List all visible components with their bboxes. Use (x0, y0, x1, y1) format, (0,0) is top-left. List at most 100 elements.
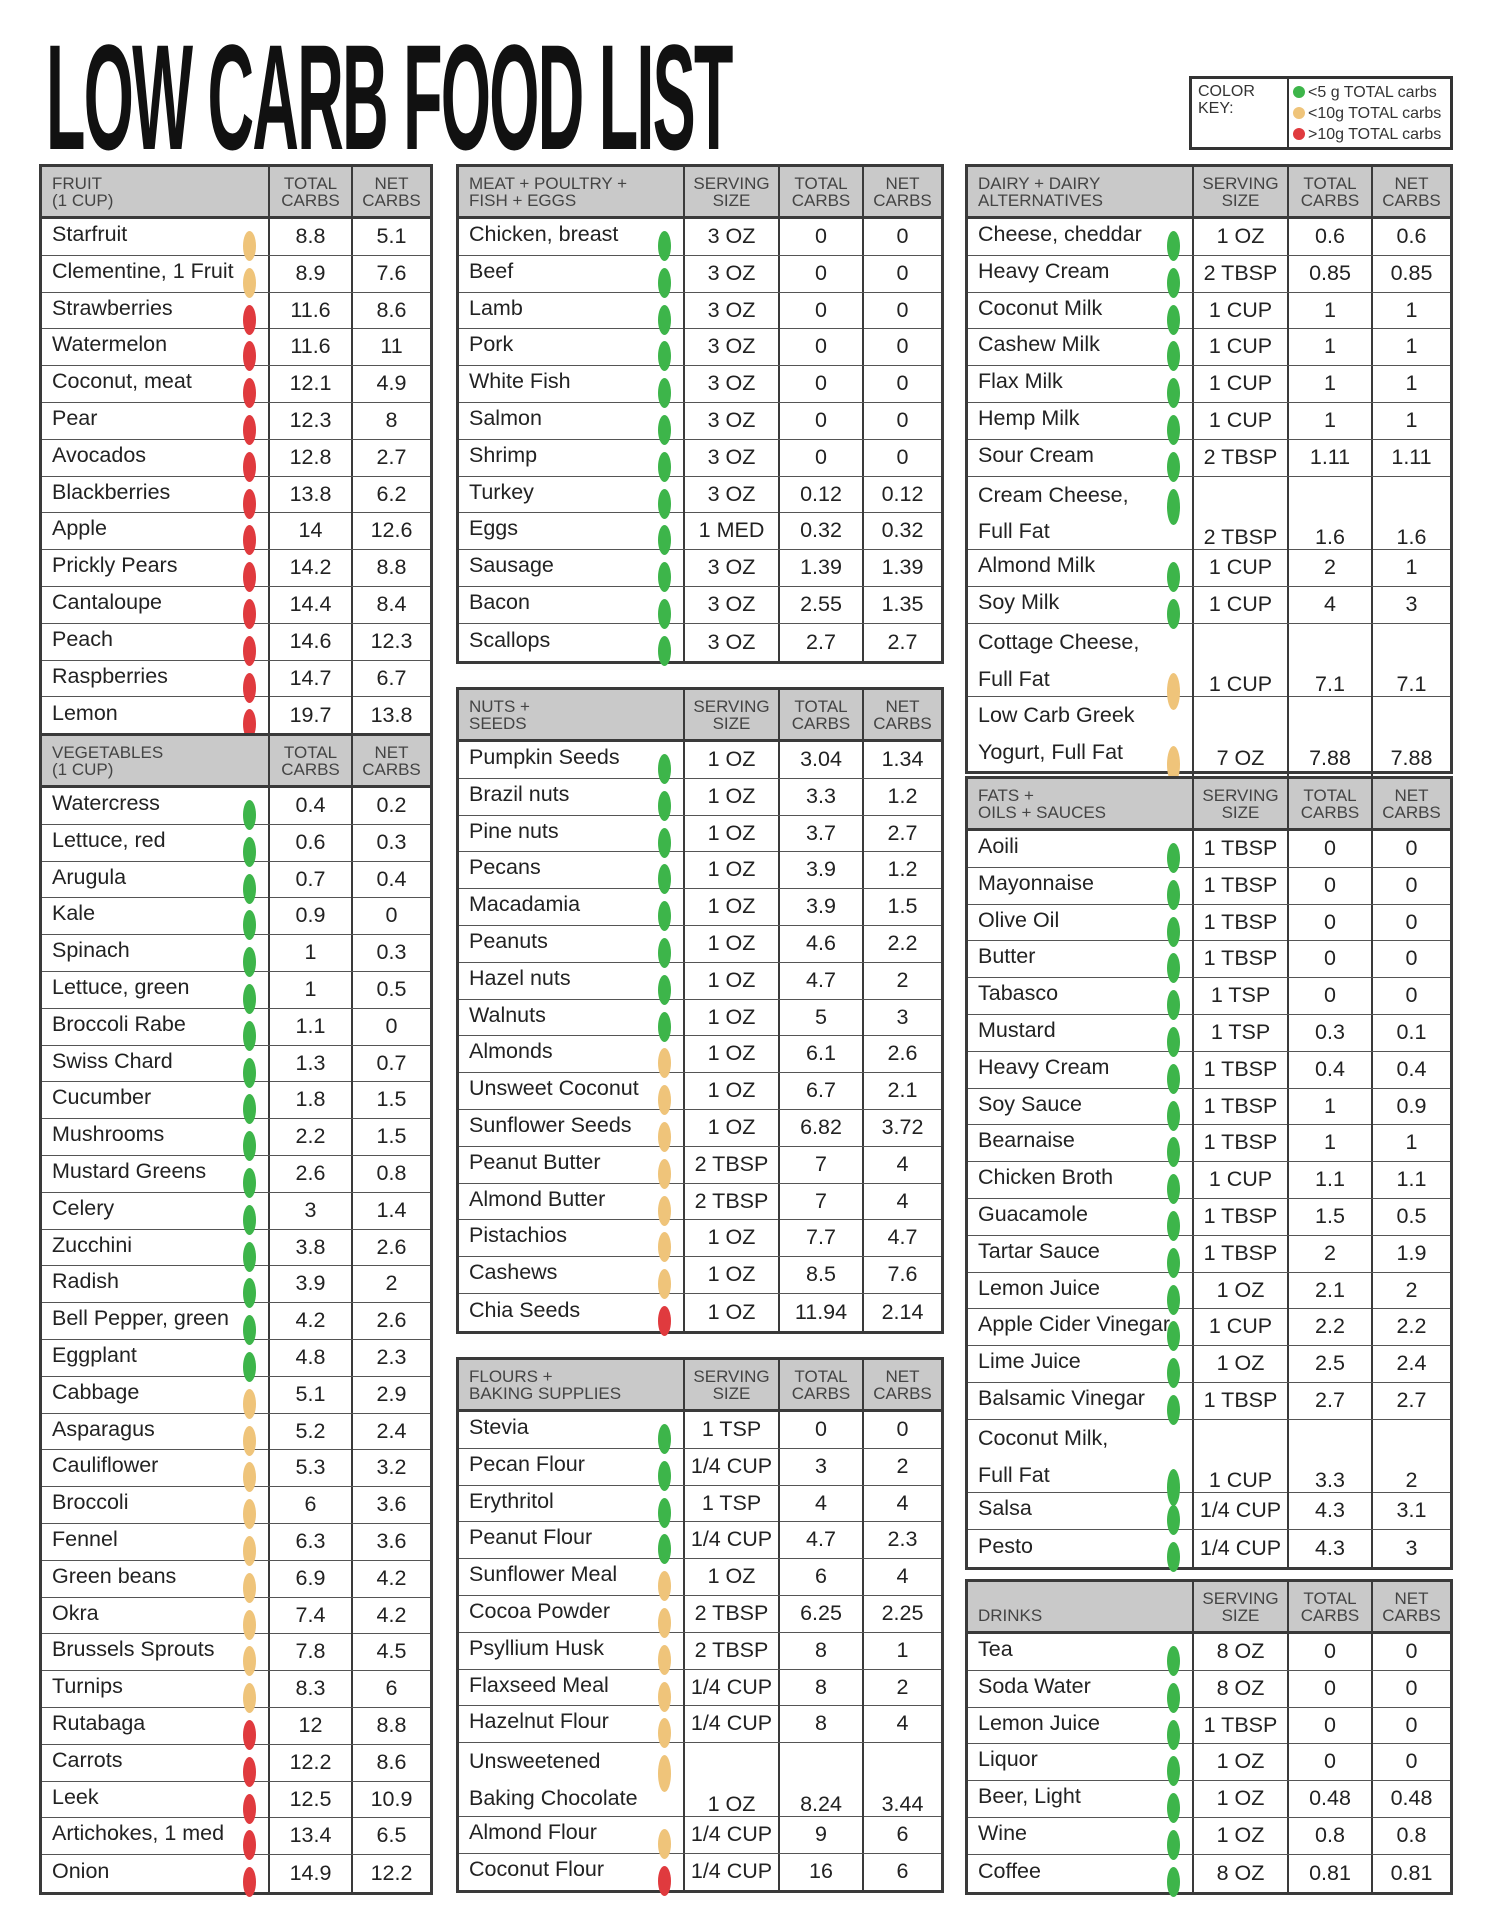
table-row: Pecans 1 OZ 3.9 1.2 (459, 852, 941, 895)
green-dot-icon (658, 598, 671, 629)
table-row: Soy Milk 1 CUP 4 3 (968, 586, 1450, 629)
food-name: Pesto (978, 1533, 1033, 1558)
food-name: Peanut Butter (469, 1149, 601, 1174)
value-cell: 3.3 (1287, 1419, 1371, 1500)
food-name: Psyllium Husk (469, 1635, 604, 1660)
green-dot-icon (1167, 1137, 1180, 1168)
food-name-cell: Chicken, breast (459, 219, 683, 261)
food-name-cell: Bacon (459, 587, 683, 629)
table-row: Peanut Butter 2 TBSP 7 4 (459, 1146, 941, 1189)
value-cell: 8.24 (778, 1743, 862, 1823)
value-cell: 2.2 (268, 1119, 351, 1156)
green-dot-icon (1167, 1682, 1180, 1713)
value-cell: 4 (862, 1183, 941, 1220)
section-title-line: BAKING SUPPLIES (469, 1384, 622, 1403)
food-name-cell: Coconut Milk (968, 293, 1192, 335)
food-name-cell: Cauliflower (42, 1450, 268, 1493)
food-name: Arugula (52, 864, 127, 889)
food-name: Cashew Milk (978, 332, 1100, 357)
value-cell: 1 OZ (683, 889, 778, 926)
food-name-cell: Tabasco (968, 978, 1192, 1021)
value-cell: 0.12 (862, 476, 941, 513)
table-row: Walnuts 1 OZ 5 3 (459, 999, 941, 1042)
value-cell: 14.9 (268, 1855, 351, 1892)
food-name: Bacon (469, 589, 530, 614)
value-cell: 1 (1371, 402, 1450, 439)
value-cell: 0 (1371, 1744, 1450, 1781)
green-dot-icon (1167, 1719, 1180, 1750)
value-cell: 0.3 (351, 935, 430, 972)
food-name-cell: Lettuce, green (42, 972, 268, 1014)
value-cell: 6.2 (351, 476, 430, 513)
food-name: Soda Water (978, 1673, 1091, 1698)
table-row: Cantaloupe 14.4 8.4 (42, 586, 430, 629)
column-header: SERVING SIZE (683, 690, 778, 739)
food-name: Shrimp (469, 442, 538, 467)
table-row: Macadamia 1 OZ 3.9 1.5 (459, 889, 941, 932)
value-cell: 1 OZ (1192, 1781, 1287, 1818)
value-cell: 3 OZ (683, 550, 778, 587)
food-name: Coffee (978, 1858, 1041, 1883)
value-cell: 0.85 (1371, 255, 1450, 292)
food-name-cell: Sunflower Seeds (459, 1110, 683, 1152)
value-cell: 2.7 (862, 623, 941, 661)
green-dot-icon (658, 635, 671, 666)
food-name: Carrots (52, 1747, 123, 1772)
food-name-cell: Okra (42, 1598, 268, 1640)
column-header: NET CARBS (1371, 779, 1450, 828)
yellow-dot-icon (658, 1755, 671, 1792)
food-name-cell: Salmon (459, 403, 683, 445)
food-name-cell: Swiss Chard (42, 1046, 268, 1088)
section-title: FLOURS + BAKING SUPPLIES (459, 1360, 683, 1409)
value-cell: 0 (1371, 904, 1450, 941)
value-cell: 7.8 (268, 1634, 351, 1671)
table-row: Asparagus 5.2 2.4 (42, 1413, 430, 1456)
food-name-cell: Soda Water (968, 1671, 1192, 1713)
value-cell: 2 (1287, 550, 1371, 587)
value-cell: 7 (778, 1146, 862, 1183)
value-cell: 11.94 (778, 1293, 862, 1331)
table-row: Swiss Chard 1.3 0.7 (42, 1045, 430, 1088)
table-row: Low Carb Greek Yogurt, Full Fat 7 OZ 7.88 7.… (968, 697, 1450, 784)
food-name-cell: Salsa (968, 1493, 1192, 1536)
value-cell: 8.8 (268, 219, 351, 255)
food-name: Avocados (52, 442, 147, 467)
value-cell: 8 OZ (1192, 1670, 1287, 1707)
food-name: Unsweetened (469, 1749, 601, 1774)
food-name: Heavy Cream (978, 258, 1110, 283)
value-cell: 13.4 (268, 1818, 351, 1855)
value-cell: 2.7 (351, 439, 430, 476)
value-cell: 0 (778, 402, 862, 439)
value-cell: 2.3 (351, 1339, 430, 1376)
section-title: VEGETABLES (1 CUP) (42, 736, 268, 785)
value-cell: 1 TBSP (1192, 904, 1287, 941)
value-cell: 8.9 (268, 255, 351, 292)
table-row: Mustard 1 TSP 0.3 0.1 (968, 1014, 1450, 1057)
value-cell: 0.48 (1287, 1781, 1371, 1818)
value-cell: 2 (1371, 1272, 1450, 1309)
food-name: Sour Cream (978, 442, 1094, 467)
value-cell: 0 (862, 219, 941, 255)
table-row: Hazel nuts 1 OZ 4.7 2 (459, 962, 941, 1005)
table-row: Bearnaise 1 TBSP 1 1 (968, 1125, 1450, 1168)
table-row: Coconut Flour 1/4 CUP 16 6 (459, 1853, 941, 1896)
red-dot-icon (243, 709, 256, 740)
food-name: Sausage (469, 553, 554, 578)
food-name-cell: Coffee (968, 1855, 1192, 1897)
yellow-dot-icon (243, 1646, 256, 1677)
food-name: Lemon Juice (978, 1710, 1100, 1735)
food-name: Lemon Juice (978, 1275, 1100, 1300)
value-cell: 1/4 CUP (683, 1522, 778, 1559)
value-cell: 1.11 (1371, 439, 1450, 476)
value-cell: 2.6 (268, 1155, 351, 1192)
value-cell: 1 (268, 935, 351, 972)
value-cell: 3.9 (778, 852, 862, 889)
green-dot-icon (1167, 1542, 1180, 1573)
value-cell: 3 OZ (683, 292, 778, 329)
table-row: Mayonnaise 1 TBSP 0 0 (968, 867, 1450, 910)
value-cell: 4.7 (778, 962, 862, 999)
value-cell: 2 TBSP (1192, 255, 1287, 292)
section-vegetables: VEGETABLES (1 CUP) TOTAL CARBS NET CARBS Wat… (39, 733, 433, 1898)
value-cell: 6 (778, 1559, 862, 1596)
section-header: FRUIT (1 CUP) TOTAL CARBS NET CARBS (42, 167, 430, 219)
